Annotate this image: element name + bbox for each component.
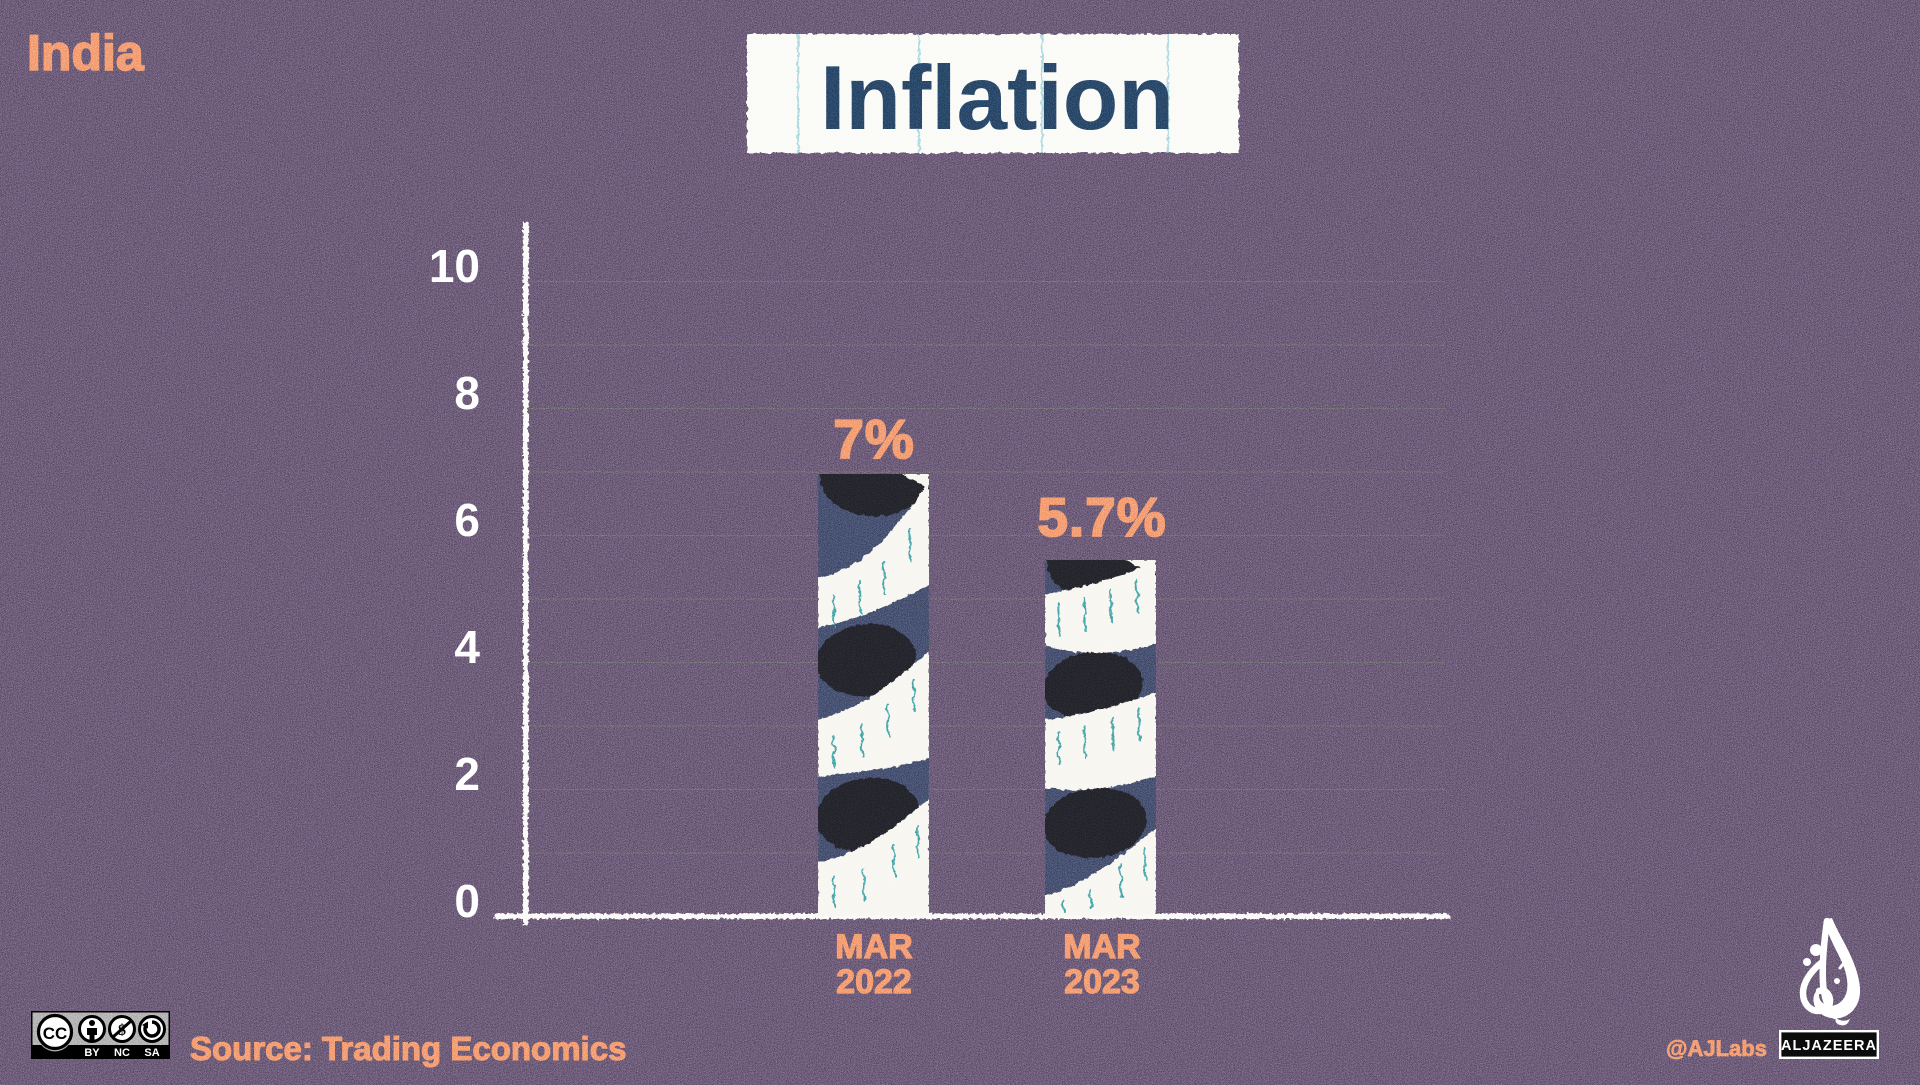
svg-text:CC: CC [43,1024,68,1043]
svg-text:ALJAZEERA: ALJAZEERA [1781,1038,1877,1054]
svg-text:BY: BY [84,1047,100,1059]
svg-text:NC: NC [114,1047,130,1059]
svg-text:SA: SA [144,1047,159,1059]
